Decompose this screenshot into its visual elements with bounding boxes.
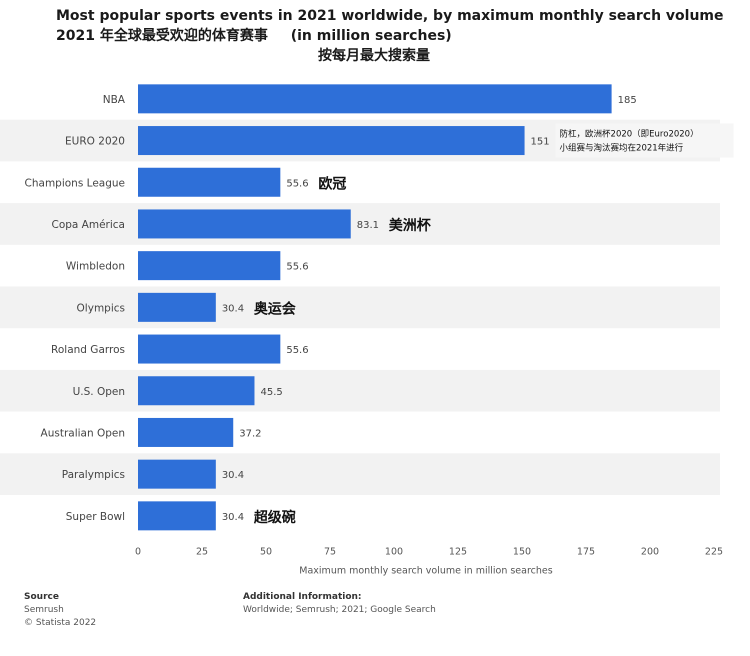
category-label: Olympics	[77, 302, 125, 314]
category-label: Australian Open	[41, 427, 125, 439]
bar	[138, 84, 612, 114]
x-tick-label: 225	[705, 547, 723, 558]
additional-info-block: Additional Information: Worldwide; Semru…	[243, 591, 436, 617]
value-label: 55.6	[286, 178, 308, 189]
x-tick-label: 150	[513, 547, 531, 558]
bar	[138, 292, 216, 322]
source-heading: Source	[24, 592, 59, 602]
annotation-label: 超级碗	[253, 509, 296, 526]
category-label: NBA	[103, 94, 126, 106]
x-tick-label: 75	[324, 547, 336, 558]
category-label: Champions League	[25, 177, 125, 189]
x-tick-label: 200	[641, 547, 659, 558]
source-block: Source Semrush © Statista 2022	[24, 591, 96, 630]
bar	[138, 126, 525, 156]
annotation-label: 美洲杯	[389, 217, 432, 234]
bar-chart: NBA 185 EURO 2020 151 Champions League 55.6 Co…	[0, 84, 734, 577]
bar	[138, 417, 234, 447]
source-line: Semrush	[24, 605, 64, 615]
x-tick-label: 25	[196, 547, 208, 558]
annotation-label: 欧冠	[318, 175, 346, 192]
additional-info-text: Worldwide; Semrush; 2021; Google Search	[243, 605, 436, 615]
x-tick-label: 100	[385, 547, 403, 558]
bar	[138, 209, 351, 239]
category-label: Wimbledon	[66, 261, 125, 273]
value-label: 55.6	[286, 345, 308, 356]
chart-subtitle: (in million searches)	[290, 28, 452, 44]
additional-info-heading: Additional Information:	[243, 592, 362, 602]
category-label: Paralympics	[62, 469, 125, 481]
value-label: 37.2	[239, 428, 261, 439]
chart-title-cn: 2021 年全球最受欢迎的体育赛事	[56, 28, 268, 44]
bar	[138, 251, 281, 281]
value-label: 45.5	[260, 387, 282, 398]
copyright-line: © Statista 2022	[24, 618, 97, 628]
x-tick-label: 0	[135, 547, 141, 558]
annotation-label: 奥运会	[254, 300, 297, 317]
chart-subtitle-cn: 按每月最大搜索量	[318, 48, 430, 64]
chart-title: Most popular sports events in 2021 world…	[56, 8, 724, 24]
annotation-box	[555, 123, 734, 158]
value-label: 83.1	[357, 220, 379, 231]
chart-subtitle-line: 2021 年全球最受欢迎的体育赛事 (in million searches)	[56, 26, 746, 46]
bar	[138, 459, 216, 489]
value-label: 151	[531, 137, 550, 148]
bar	[138, 167, 281, 197]
category-label: Copa América	[51, 219, 125, 231]
value-label: 30.4	[222, 470, 244, 481]
category-label: Super Bowl	[66, 511, 125, 523]
value-label: 30.4	[222, 303, 244, 314]
row-band	[0, 203, 720, 245]
x-tick-label: 125	[449, 547, 467, 558]
category-label: EURO 2020	[65, 136, 125, 148]
bar	[138, 334, 281, 364]
value-label: 185	[618, 95, 637, 106]
annotation-label: 防杠，欧洲杯2020（即Euro2020）	[560, 129, 699, 140]
category-label: Roland Garros	[51, 344, 125, 356]
category-label: U.S. Open	[73, 386, 125, 398]
row-band	[0, 453, 720, 495]
chart-title-line: Most popular sports events in 2021 world…	[56, 6, 746, 26]
value-label: 55.6	[286, 262, 308, 273]
bar	[138, 376, 255, 406]
row-band	[0, 369, 720, 412]
x-axis-label: Maximum monthly search volume in million…	[299, 566, 552, 577]
annotation-label: 小组赛与淘汰赛均在2021年进行	[560, 143, 684, 154]
value-label: 30.4	[222, 512, 244, 523]
bar	[138, 501, 216, 531]
x-tick-label: 50	[260, 547, 272, 558]
x-tick-label: 175	[577, 547, 595, 558]
chart-title-block: Most popular sports events in 2021 world…	[56, 6, 746, 66]
chart-subtitle-cn-line: 按每月最大搜索量	[56, 46, 746, 66]
row-band	[0, 286, 720, 329]
